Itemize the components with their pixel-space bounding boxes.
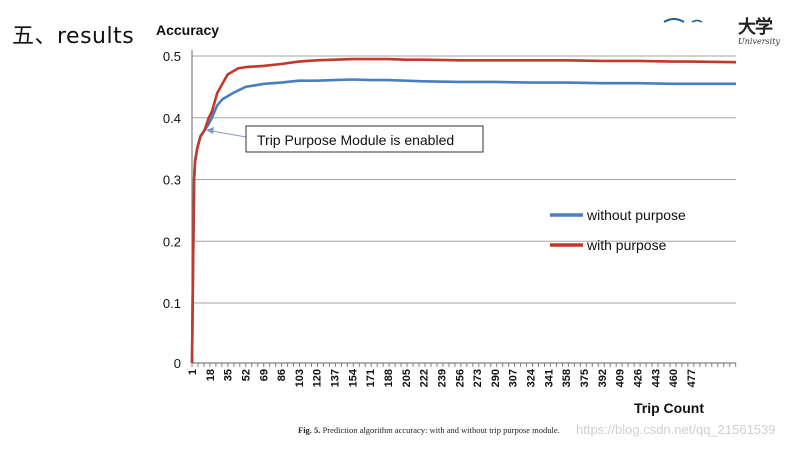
legend-label-with-purpose: with purpose — [586, 237, 667, 253]
logo-swoosh-small — [691, 19, 703, 23]
figure-caption: Fig. 5. Prediction algorithm accuracy: w… — [298, 425, 560, 435]
university-logo — [663, 18, 703, 23]
x-tick-label-22: 375 — [579, 369, 591, 387]
annotation-box — [245, 125, 484, 153]
x-tick-label-18: 307 — [508, 369, 520, 387]
x-tick-label-17: 290 — [490, 369, 502, 387]
y-axis-title: Accuracy — [156, 22, 219, 38]
x-tick-label-10: 171 — [365, 369, 377, 387]
x-tick-label-3: 52 — [240, 369, 252, 381]
y-tick-label-0: 0 — [174, 356, 181, 371]
caption-label: Fig. 5. — [298, 425, 321, 435]
x-tick-label-19: 324 — [526, 368, 538, 387]
legend: without purpose with purpose — [550, 207, 686, 253]
x-tick-label-11: 188 — [383, 369, 395, 387]
annotation: Trip Purpose Module is enabled — [206, 125, 484, 153]
x-tick-label-12: 205 — [401, 369, 413, 387]
x-tick-label-27: 460 — [668, 369, 680, 387]
caption-text: Prediction algorithm accuracy: with and … — [322, 425, 560, 435]
x-tick-label-1: 18 — [205, 369, 217, 381]
x-tick-label-26: 443 — [650, 369, 662, 387]
y-tick-label-5: 0.5 — [163, 49, 181, 64]
x-tick-label-24: 409 — [615, 369, 627, 387]
x-tick-label-21: 358 — [561, 369, 573, 387]
x-tick-label-28: 477 — [686, 369, 698, 387]
x-tick-labels: 1 18 35 52 69 86 103 120 137 154 171 188 205 222 239 25… — [187, 368, 698, 387]
x-tick-label-2: 35 — [223, 369, 235, 381]
y-tick-label-4: 0.4 — [163, 111, 181, 126]
x-tick-label-20: 341 — [543, 369, 555, 387]
logo-en-text: University — [738, 37, 780, 46]
series-line-with-purpose — [190, 57, 737, 364]
series-lines — [190, 57, 737, 364]
annotation-text: Trip Purpose Module is enabled — [257, 132, 454, 148]
x-tick-label-23: 392 — [597, 369, 609, 387]
x-axis-title: Trip Count — [634, 400, 704, 416]
y-tick-labels: 0 0.1 0.2 0.3 0.4 0.5 — [163, 49, 181, 371]
x-tick-label-8: 137 — [330, 369, 342, 387]
x-tick-label-25: 426 — [632, 369, 644, 387]
logo-cn-text: 大学 — [738, 17, 773, 38]
watermark: https://blog.csdn.net/qq_21561539 — [576, 422, 776, 437]
x-tick-label-6: 103 — [294, 369, 306, 387]
x-tick-label-5: 86 — [276, 369, 288, 381]
x-tick-label-4: 69 — [258, 369, 270, 381]
logo-swoosh — [663, 18, 685, 23]
y-tick-label-2: 0.2 — [163, 234, 181, 249]
x-tick-label-14: 239 — [436, 369, 448, 387]
grid-lines — [192, 55, 736, 304]
x-tick-label-7: 120 — [312, 369, 324, 387]
annotation-arrow-line — [211, 130, 247, 138]
x-tick-label-16: 273 — [472, 369, 484, 387]
y-tick-label-3: 0.3 — [163, 173, 181, 188]
y-tick-label-1: 0.1 — [163, 296, 181, 311]
x-tick-label-13: 222 — [419, 369, 431, 387]
x-tick-label-9: 154 — [347, 368, 359, 387]
slide-title: 五、results — [12, 24, 135, 49]
legend-label-without-purpose: without purpose — [586, 207, 686, 223]
x-tick-label-0: 1 — [187, 369, 199, 375]
x-tick-label-15: 256 — [454, 369, 466, 387]
annotation-arrow-head — [206, 127, 214, 134]
